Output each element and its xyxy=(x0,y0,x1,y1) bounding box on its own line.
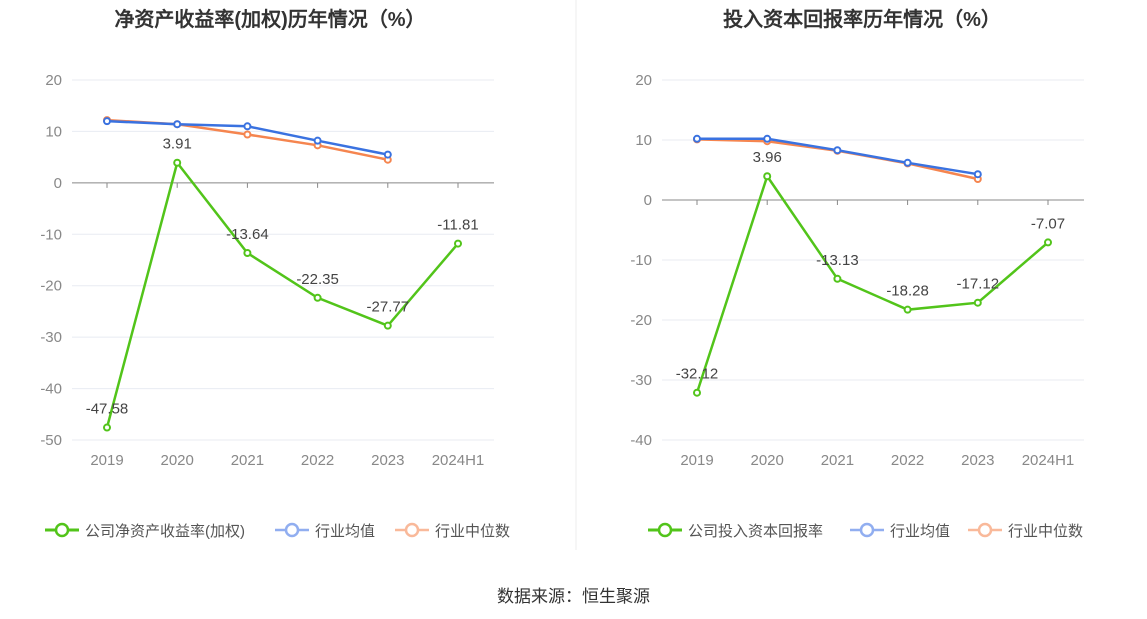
x-tick-label: 2023 xyxy=(371,452,404,469)
y-tick-label: 10 xyxy=(45,123,62,140)
chart-title: 投入资本回报率历年情况（%） xyxy=(723,7,1001,31)
legend-label: 行业中位数 xyxy=(435,523,510,540)
x-tick-label: 2024H1 xyxy=(1022,452,1075,469)
x-tick-label: 2022 xyxy=(891,452,924,469)
y-tick-label: -20 xyxy=(630,312,652,329)
data-point xyxy=(833,146,842,155)
y-tick-label: -40 xyxy=(40,381,62,398)
data-point xyxy=(383,150,392,159)
legend-marker xyxy=(284,522,300,538)
x-tick-label: 2021 xyxy=(231,452,264,469)
y-tick-label: -40 xyxy=(630,432,652,449)
data-point xyxy=(763,134,772,143)
legend-marker xyxy=(404,522,420,538)
legend-label: 行业均值 xyxy=(315,523,375,540)
series-line xyxy=(105,159,459,428)
x-tick-label: 2020 xyxy=(161,452,194,469)
legend-label: 公司投入资本回报率 xyxy=(688,523,823,540)
data-source: 数据来源：恒生聚源 xyxy=(497,587,650,606)
data-point xyxy=(973,170,982,179)
data-label: -47.58 xyxy=(86,401,129,418)
data-point xyxy=(903,158,912,167)
data-point xyxy=(383,321,392,330)
data-point xyxy=(693,134,701,143)
y-tick-label: 0 xyxy=(54,175,62,192)
data-point xyxy=(103,117,111,126)
data-label: -22.35 xyxy=(296,271,339,288)
legend-label: 行业中位数 xyxy=(1008,523,1083,540)
data-point xyxy=(243,130,252,139)
data-point xyxy=(243,249,252,258)
x-tick-label: 2024H1 xyxy=(432,452,485,469)
data-point xyxy=(693,388,701,397)
data-point xyxy=(973,298,982,307)
y-tick-label: -50 xyxy=(40,432,62,449)
data-point xyxy=(833,274,842,283)
data-label: -17.12 xyxy=(957,276,1000,293)
legend-marker xyxy=(54,522,70,538)
y-tick-label: 20 xyxy=(635,72,652,89)
y-tick-label: -30 xyxy=(40,329,62,346)
x-tick-label: 2023 xyxy=(961,452,994,469)
data-label: 3.91 xyxy=(163,136,192,153)
data-point xyxy=(454,239,462,248)
data-point xyxy=(313,136,322,145)
data-point xyxy=(1044,238,1052,247)
data-label: -13.64 xyxy=(226,226,269,243)
y-tick-label: -10 xyxy=(40,226,62,243)
data-point xyxy=(173,120,182,129)
legend-marker xyxy=(657,522,673,538)
y-tick-label: -20 xyxy=(40,278,62,295)
x-tick-label: 2021 xyxy=(821,452,854,469)
legend-marker xyxy=(977,522,993,538)
legend-label: 公司净资产收益率(加权) xyxy=(85,523,245,540)
data-point xyxy=(763,172,772,181)
x-tick-label: 2019 xyxy=(90,452,123,469)
series-line xyxy=(696,138,979,181)
data-label: -32.12 xyxy=(676,366,719,383)
x-tick-label: 2019 xyxy=(680,452,713,469)
data-point xyxy=(173,158,182,167)
legend-label: 行业均值 xyxy=(890,523,950,540)
x-tick-label: 2020 xyxy=(751,452,784,469)
data-label: -11.81 xyxy=(437,217,478,234)
data-point xyxy=(903,305,912,314)
data-point xyxy=(243,122,252,131)
data-point xyxy=(313,293,322,302)
data-label: -13.13 xyxy=(816,252,859,269)
y-tick-label: 10 xyxy=(635,132,652,149)
x-tick-label: 2022 xyxy=(301,452,334,469)
chart-title: 净资产收益率(加权)历年情况（%） xyxy=(114,7,425,31)
y-tick-label: 20 xyxy=(45,72,62,89)
legend-marker xyxy=(859,522,875,538)
data-label: -18.28 xyxy=(886,283,929,300)
y-tick-label: -10 xyxy=(630,252,652,269)
data-label: 3.96 xyxy=(753,149,782,166)
data-label: -7.07 xyxy=(1031,215,1065,232)
data-point xyxy=(103,423,111,432)
data-label: -27.77 xyxy=(367,299,410,316)
y-tick-label: 0 xyxy=(644,192,652,209)
series-line xyxy=(695,173,1049,394)
y-tick-label: -30 xyxy=(630,372,652,389)
